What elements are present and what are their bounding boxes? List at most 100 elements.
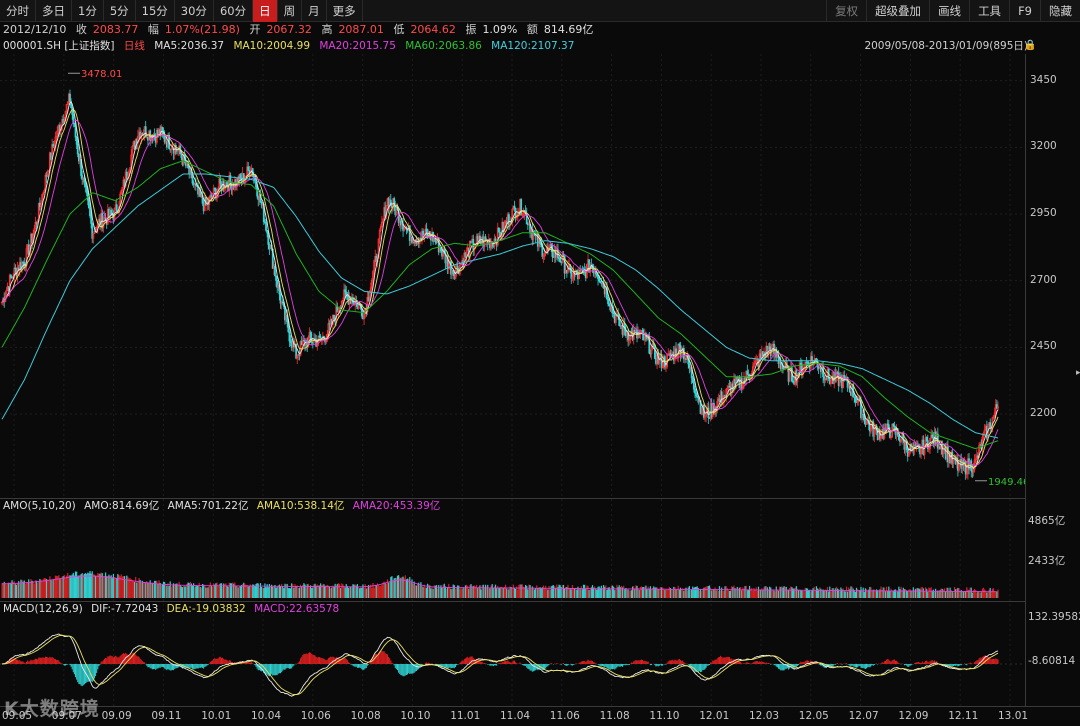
tab-8[interactable]: 周 bbox=[278, 0, 303, 22]
volume-bar bbox=[271, 584, 273, 598]
candle-body bbox=[8, 274, 11, 291]
volume-bar bbox=[28, 579, 30, 598]
volume-bar bbox=[490, 585, 492, 598]
volume-bar bbox=[793, 588, 795, 598]
tab-9[interactable]: 月 bbox=[302, 0, 327, 22]
volume-bar bbox=[307, 583, 309, 598]
candle-body bbox=[571, 276, 574, 279]
volume-bar bbox=[636, 585, 638, 598]
volume-bar bbox=[302, 584, 304, 598]
volume-bar bbox=[767, 589, 770, 598]
volume-bar bbox=[366, 587, 369, 598]
volume-bar bbox=[72, 572, 74, 598]
volume-bar bbox=[374, 584, 376, 598]
volume-bar bbox=[71, 574, 73, 598]
candle-body bbox=[543, 253, 546, 257]
volume-bar bbox=[990, 591, 992, 598]
tool-tab-4[interactable]: F9 bbox=[1009, 0, 1040, 22]
tool-tab-0[interactable]: 复权 bbox=[826, 0, 866, 22]
price-tick-label: 2700 bbox=[1030, 273, 1057, 286]
tool-tab-5[interactable]: 隐藏 bbox=[1040, 0, 1080, 22]
volume-bar bbox=[198, 582, 200, 598]
volume-bar bbox=[201, 583, 204, 598]
tab-1[interactable]: 多日 bbox=[36, 0, 72, 22]
volume-bar bbox=[335, 585, 337, 598]
candle-body bbox=[89, 207, 91, 217]
volume-bar bbox=[425, 587, 428, 598]
tab-3[interactable]: 5分 bbox=[104, 0, 136, 22]
volume-bar bbox=[120, 574, 122, 598]
tool-tab-3[interactable]: 工具 bbox=[969, 0, 1009, 22]
volume-bar bbox=[69, 575, 71, 598]
volume-bar bbox=[791, 587, 793, 598]
volume-bar bbox=[227, 586, 229, 598]
volume-pane bbox=[1, 570, 999, 598]
volume-bar bbox=[565, 587, 567, 598]
volume-bar bbox=[1, 583, 3, 598]
volume-bar bbox=[286, 583, 288, 598]
volume-bar bbox=[665, 589, 667, 598]
candle-body bbox=[993, 412, 996, 417]
tab-4[interactable]: 15分 bbox=[136, 0, 175, 22]
volume-bar bbox=[623, 585, 625, 598]
candle-body bbox=[952, 458, 955, 464]
date-tick-label: 12.03 bbox=[749, 710, 780, 722]
tool-tab-1[interactable]: 超级叠加 bbox=[866, 0, 929, 22]
volume-bar bbox=[652, 587, 654, 598]
volume-bar bbox=[696, 586, 698, 598]
volume-bar bbox=[127, 576, 129, 598]
volume-bar bbox=[927, 592, 929, 598]
volume-bar bbox=[356, 583, 358, 598]
candle-body bbox=[52, 144, 55, 148]
volume-bar bbox=[969, 587, 971, 598]
volume-bar bbox=[676, 589, 678, 598]
volume-bar bbox=[795, 586, 797, 598]
volume-bar bbox=[718, 586, 721, 598]
volume-bar bbox=[297, 587, 299, 598]
volume-bar bbox=[663, 588, 665, 598]
candle-body bbox=[829, 379, 832, 384]
volume-bar bbox=[447, 587, 449, 598]
volume-bar bbox=[229, 583, 231, 598]
candle-body bbox=[704, 416, 706, 418]
volume-bar bbox=[918, 588, 920, 598]
candle-body bbox=[509, 222, 511, 226]
volume-bar bbox=[14, 584, 16, 598]
volume-bar bbox=[295, 586, 297, 598]
volume-bar bbox=[35, 580, 38, 598]
volume-bar bbox=[689, 590, 692, 598]
tab-7[interactable]: 日 bbox=[253, 0, 278, 22]
volume-bar bbox=[413, 581, 415, 598]
chart-canvas[interactable]: 3478.01 1949.46 bbox=[0, 54, 1025, 706]
volume-bar bbox=[62, 576, 64, 598]
volume-bar bbox=[880, 586, 882, 598]
volume-bar bbox=[797, 589, 800, 598]
volume-bar bbox=[51, 580, 53, 598]
volume-bar bbox=[155, 580, 157, 598]
volume-bar bbox=[334, 583, 336, 598]
volume-bar bbox=[431, 586, 433, 598]
volume-bar bbox=[223, 583, 225, 598]
volume-bar bbox=[421, 585, 423, 598]
volume-bar bbox=[723, 590, 725, 598]
candle-body bbox=[974, 458, 977, 460]
tab-5[interactable]: 30分 bbox=[175, 0, 214, 22]
tab-2[interactable]: 1分 bbox=[72, 0, 104, 22]
tab-0[interactable]: 分时 bbox=[0, 0, 36, 22]
lock-icon[interactable]: 🔒 bbox=[1024, 40, 1037, 51]
symbol-label[interactable]: 000001.SH [上证指数] bbox=[3, 40, 115, 52]
candle-body bbox=[344, 289, 347, 293]
scroll-handle-icon[interactable]: ▸ bbox=[1076, 368, 1080, 378]
volume-bar bbox=[266, 584, 268, 598]
volume-bar bbox=[372, 583, 374, 598]
volume-bar bbox=[350, 586, 352, 598]
volume-bar bbox=[919, 589, 921, 598]
volume-bar bbox=[93, 574, 96, 598]
tab-6[interactable]: 60分 bbox=[214, 0, 254, 22]
volume-bar bbox=[68, 575, 70, 598]
tab-10[interactable]: 更多 bbox=[327, 0, 363, 22]
volume-bar bbox=[530, 589, 532, 598]
volume-bar bbox=[781, 586, 783, 598]
tool-tab-2[interactable]: 画线 bbox=[929, 0, 969, 22]
volume-bar bbox=[818, 589, 820, 598]
